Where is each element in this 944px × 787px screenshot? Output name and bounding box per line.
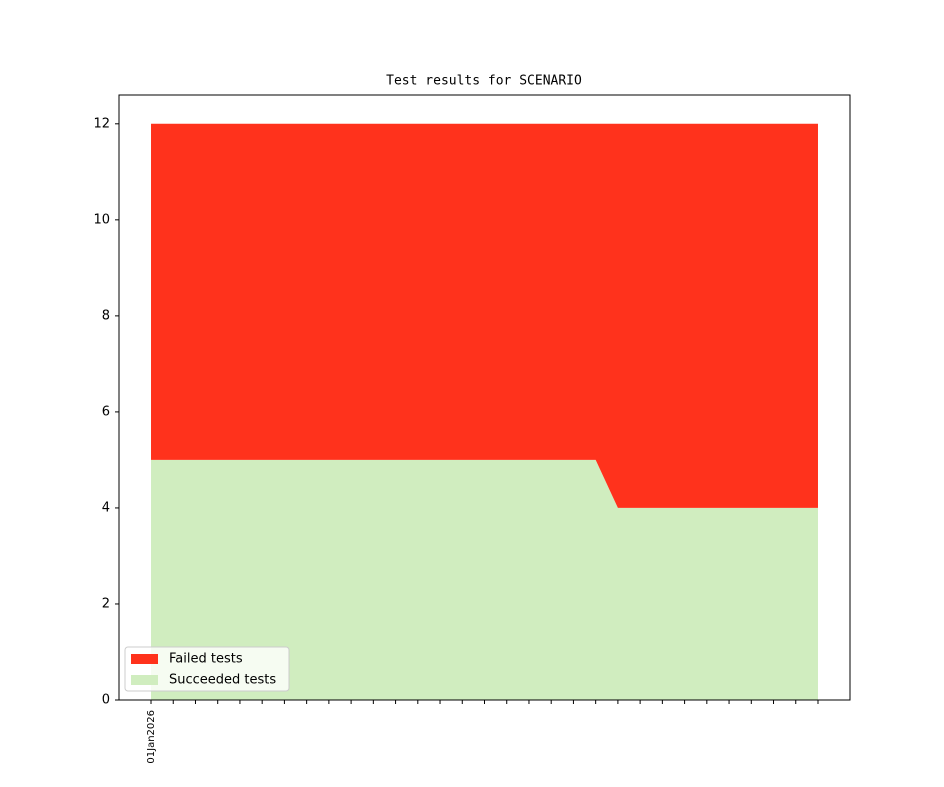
y-tick-label: 8 (102, 308, 110, 323)
area (151, 123, 818, 508)
y-tick-label: 0 (102, 693, 110, 708)
chart-title: Test results for SCENARIO (386, 74, 582, 89)
y-tick-label: 12 (93, 116, 110, 131)
y-tick-label: 4 (102, 500, 110, 515)
legend-swatch (131, 675, 158, 685)
legend-label: Failed tests (169, 652, 243, 667)
y-tick-label: 2 (102, 596, 110, 611)
legend-swatch (131, 654, 158, 664)
x-tick-label: 01Jan2026 (146, 710, 157, 764)
area (151, 459, 818, 700)
legend-box (124, 646, 290, 692)
y-tick-label: 6 (102, 404, 110, 419)
y-tick-label: 10 (93, 212, 110, 227)
legend-label: Succeeded tests (169, 673, 276, 688)
